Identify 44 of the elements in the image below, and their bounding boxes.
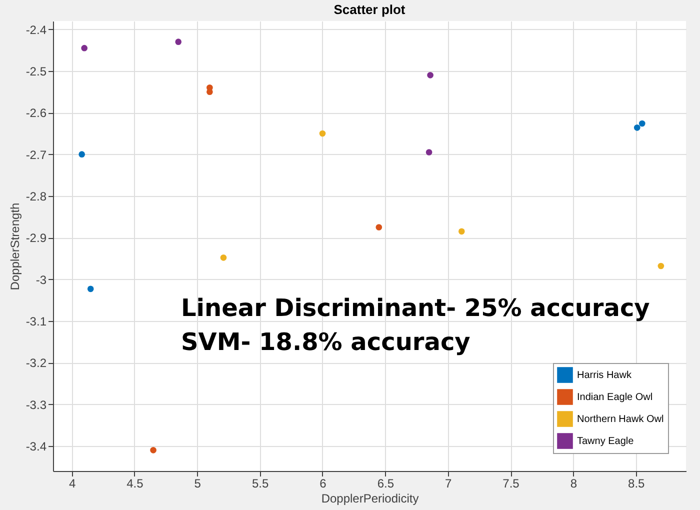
point (150, 447, 156, 454)
annotation: Linear Discriminant- 25% accuracy (181, 294, 650, 322)
point (426, 149, 432, 156)
point (87, 286, 94, 292)
point (458, 228, 465, 235)
point (78, 151, 85, 158)
x-tick-label: 6 (320, 476, 327, 490)
y-tick-label: -3.4 (26, 440, 47, 454)
point (376, 224, 382, 230)
point (81, 44, 88, 52)
legend-label: Tawny Eagle (577, 436, 634, 447)
y-tick-label: -2.7 (26, 148, 47, 162)
annotation: SVM- 18.8% accuracy (181, 328, 471, 356)
y-tick-label: -2.6 (26, 106, 47, 120)
chart-title: Scatter plot (334, 2, 406, 17)
point (634, 124, 640, 131)
x-axis-title: DopplerPeriodicity (321, 492, 419, 506)
x-tick-label: 8 (570, 476, 578, 490)
x-tick-label: 6.5 (377, 476, 394, 490)
point (175, 38, 182, 45)
legend-label: Harris Hawk (577, 370, 632, 381)
x-tick-label: 8.5 (628, 476, 646, 490)
x-tick-label: 7 (445, 476, 452, 490)
y-tick-label: -3.2 (26, 356, 47, 370)
legend-label: Indian Eagle Owl (577, 392, 653, 403)
y-tick-label: -2.5 (26, 64, 47, 78)
x-tick-label: 5 (194, 476, 202, 490)
y-tick-label: -2.9 (26, 231, 47, 246)
point (658, 262, 664, 270)
y-tick-label: -2.8 (26, 190, 47, 204)
y-tick-label: -2.4 (26, 22, 47, 37)
point (427, 72, 434, 78)
point (220, 254, 227, 261)
y-tick-label: -3.3 (26, 398, 47, 412)
y-tick-label: -3 (36, 272, 47, 287)
x-tick-label: 5.5 (252, 476, 269, 490)
x-tick-label: 4.5 (126, 476, 144, 490)
point (638, 120, 646, 127)
y-tick-label: -3.1 (26, 314, 47, 328)
point (319, 130, 326, 137)
x-tick-label: 4 (68, 476, 76, 490)
legend-label: Northern Hawk Owl (577, 414, 664, 425)
x-tick-label: 7.5 (502, 476, 520, 490)
y-axis-title: DopplerStrength (8, 202, 22, 290)
